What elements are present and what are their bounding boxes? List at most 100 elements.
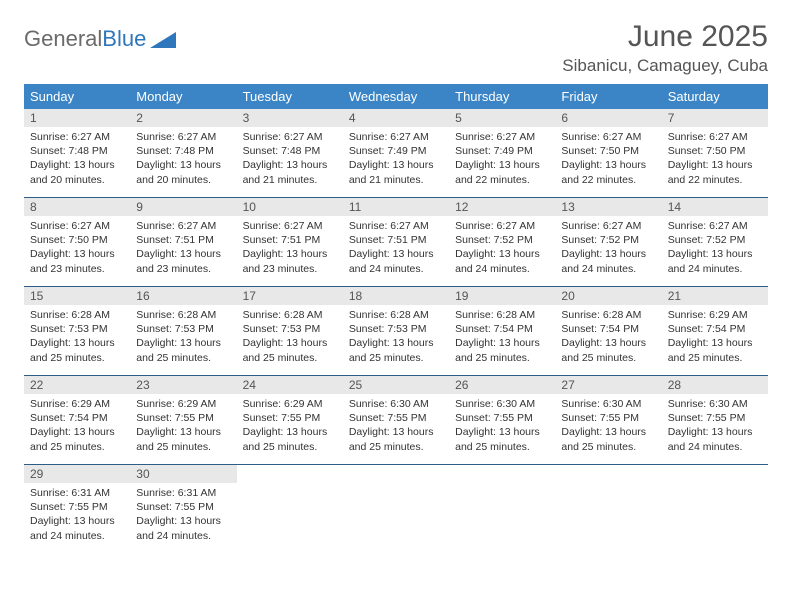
sunrise-line: Sunrise: 6:27 AM [349, 130, 443, 144]
calendar-day-cell: 19Sunrise: 6:28 AMSunset: 7:54 PMDayligh… [449, 287, 555, 376]
sunset-line: Sunset: 7:54 PM [668, 322, 762, 336]
day-body: Sunrise: 6:27 AMSunset: 7:52 PMDaylight:… [662, 216, 768, 280]
day-number: 9 [130, 198, 236, 216]
day-body: Sunrise: 6:28 AMSunset: 7:54 PMDaylight:… [555, 305, 661, 369]
sunrise-line: Sunrise: 6:28 AM [243, 308, 337, 322]
weekday-header: Friday [555, 84, 661, 109]
day-body: Sunrise: 6:27 AMSunset: 7:49 PMDaylight:… [449, 127, 555, 191]
sunset-line: Sunset: 7:51 PM [243, 233, 337, 247]
calendar-day-cell: 16Sunrise: 6:28 AMSunset: 7:53 PMDayligh… [130, 287, 236, 376]
day-body: Sunrise: 6:28 AMSunset: 7:53 PMDaylight:… [130, 305, 236, 369]
daylight-line: Daylight: 13 hours and 24 minutes. [668, 425, 762, 453]
sunset-line: Sunset: 7:53 PM [30, 322, 124, 336]
calendar-day-cell: 1Sunrise: 6:27 AMSunset: 7:48 PMDaylight… [24, 109, 130, 198]
header: GeneralBlue June 2025 Sibanicu, Camaguey… [24, 20, 768, 76]
calendar-day-cell: 21 Sunrise: 6:29 AMSunset: 7:54 PMDayligh… [662, 287, 768, 376]
sunset-line: Sunset: 7:55 PM [668, 411, 762, 425]
day-body: Sunrise: 6:27 AMSunset: 7:51 PMDaylight:… [237, 216, 343, 280]
day-number: 8 [24, 198, 130, 216]
day-number: 20 [555, 287, 661, 305]
day-body: Sunrise: 6:30 AMSunset: 7:55 PMDaylight:… [449, 394, 555, 458]
weekday-header: Monday [130, 84, 236, 109]
sunrise-line: Sunrise: 6:31 AM [136, 486, 230, 500]
day-body: Sunrise: 6:29 AMSunset: 7:54 PMDaylight:… [24, 394, 130, 458]
sunset-line: Sunset: 7:48 PM [30, 144, 124, 158]
sunset-line: Sunset: 7:54 PM [455, 322, 549, 336]
daylight-line: Daylight: 13 hours and 23 minutes. [243, 247, 337, 275]
day-number: 1 [24, 109, 130, 127]
sunrise-line: Sunrise: 6:28 AM [30, 308, 124, 322]
brand-triangle-icon [150, 30, 176, 48]
calendar-day-cell: 6Sunrise: 6:27 AMSunset: 7:50 PMDaylight… [555, 109, 661, 198]
day-number: 15 [24, 287, 130, 305]
day-number: 10 [237, 198, 343, 216]
brand-part2: Blue [102, 26, 146, 52]
calendar-day-cell: 9Sunrise: 6:27 AMSunset: 7:51 PMDaylight… [130, 198, 236, 287]
daylight-line: Daylight: 13 hours and 23 minutes. [136, 247, 230, 275]
sunrise-line: Sunrise: 6:30 AM [561, 397, 655, 411]
calendar-day-cell: 18 Sunrise: 6:28 AMSunset: 7:53 PMDayligh… [343, 287, 449, 376]
daylight-line: Daylight: 13 hours and 23 minutes. [30, 247, 124, 275]
sunset-line: Sunset: 7:55 PM [243, 411, 337, 425]
day-number: 11 [343, 198, 449, 216]
day-number: 2 [130, 109, 236, 127]
calendar-day-cell: 15Sunrise: 6:28 AMSunset: 7:53 PMDayligh… [24, 287, 130, 376]
day-number: 18 [343, 287, 449, 305]
day-number: 30 [130, 465, 236, 483]
calendar-day-cell: 3Sunrise: 6:27 AMSunset: 7:48 PMDaylight… [237, 109, 343, 198]
day-number: 12 [449, 198, 555, 216]
day-number: 13 [555, 198, 661, 216]
day-number: 26 [449, 376, 555, 394]
calendar-day-cell: 10Sunrise: 6:27 AMSunset: 7:51 PMDayligh… [237, 198, 343, 287]
calendar-day-cell [237, 465, 343, 554]
calendar-day-cell: 22Sunrise: 6:29 AMSunset: 7:54 PMDayligh… [24, 376, 130, 465]
sunrise-line: Sunrise: 6:27 AM [349, 219, 443, 233]
day-body: Sunrise: 6:30 AMSunset: 7:55 PMDaylight:… [343, 394, 449, 458]
calendar-day-cell: 13Sunrise: 6:27 AMSunset: 7:52 PMDayligh… [555, 198, 661, 287]
day-body: Sunrise: 6:31 AMSunset: 7:55 PMDaylight:… [24, 483, 130, 547]
calendar-week-row: 1 Sunrise: 6:27 AM Sunset: 7:48 PM Daylight… [24, 109, 768, 198]
calendar-day-cell: 8Sunrise: 6:27 AMSunset: 7:50 PMDaylight… [24, 198, 130, 287]
calendar-day-cell: 17Sunrise: 6:28 AMSunset: 7:53 PMDayligh… [237, 287, 343, 376]
calendar-week-row: 15Sunrise: 6:28 AMSunset: 7:53 PMDayligh… [24, 287, 768, 376]
sunrise-line: Sunrise: 6:27 AM [668, 219, 762, 233]
day-number: 19 [449, 287, 555, 305]
calendar-day-cell: 12Sunrise: 6:27 AMSunset: 7:52 PMDayligh… [449, 198, 555, 287]
day-number: 21 [662, 287, 768, 305]
daylight-line: Daylight: 13 hours and 20 minutes. [136, 158, 230, 186]
calendar-day-cell: 29Sunrise: 6:31 AMSunset: 7:55 PMDayligh… [24, 465, 130, 554]
day-body: Sunrise: 6:29 AMSunset: 7:55 PMDaylight:… [237, 394, 343, 458]
daylight-line: Daylight: 13 hours and 22 minutes. [561, 158, 655, 186]
sunrise-line: Sunrise: 6:29 AM [136, 397, 230, 411]
calendar-day-cell: 23Sunrise: 6:29 AMSunset: 7:55 PMDayligh… [130, 376, 236, 465]
day-number: 3 [237, 109, 343, 127]
daylight-line: Daylight: 13 hours and 25 minutes. [349, 336, 443, 364]
sunset-line: Sunset: 7:51 PM [349, 233, 443, 247]
weekday-header: Sunday [24, 84, 130, 109]
day-body: Sunrise: 6:27 AMSunset: 7:51 PMDaylight:… [343, 216, 449, 280]
month-title: June 2025 [562, 20, 768, 54]
sunrise-line: Sunrise: 6:27 AM [561, 219, 655, 233]
weekday-header: Saturday [662, 84, 768, 109]
sunrise-line: Sunrise: 6:30 AM [668, 397, 762, 411]
sunrise-line: Sunrise: 6:28 AM [349, 308, 443, 322]
daylight-line: Daylight: 13 hours and 25 minutes. [668, 336, 762, 364]
sunrise-line: Sunrise: 6:27 AM [30, 219, 124, 233]
sunset-line: Sunset: 7:55 PM [561, 411, 655, 425]
day-number: 29 [24, 465, 130, 483]
daylight-line: Daylight: 13 hours and 24 minutes. [30, 514, 124, 542]
daylight-line: Daylight: 13 hours and 24 minutes. [136, 514, 230, 542]
weekday-header: Tuesday [237, 84, 343, 109]
title-block: June 2025 Sibanicu, Camaguey, Cuba [562, 20, 768, 76]
calendar-day-cell: 28Sunrise: 6:30 AMSunset: 7:55 PMDayligh… [662, 376, 768, 465]
daylight-line: Daylight: 13 hours and 25 minutes. [561, 425, 655, 453]
day-body: Sunrise: 6:30 AMSunset: 7:55 PMDaylight:… [555, 394, 661, 458]
sunrise-line: Sunrise: 6:29 AM [668, 308, 762, 322]
day-number: 25 [343, 376, 449, 394]
sunrise-line: Sunrise: 6:28 AM [561, 308, 655, 322]
calendar-week-row: 29Sunrise: 6:31 AMSunset: 7:55 PMDayligh… [24, 465, 768, 554]
daylight-line: Daylight: 13 hours and 25 minutes. [349, 425, 443, 453]
day-number: 17 [237, 287, 343, 305]
sunset-line: Sunset: 7:53 PM [349, 322, 443, 336]
calendar-day-cell: 25Sunrise: 6:30 AMSunset: 7:55 PMDayligh… [343, 376, 449, 465]
